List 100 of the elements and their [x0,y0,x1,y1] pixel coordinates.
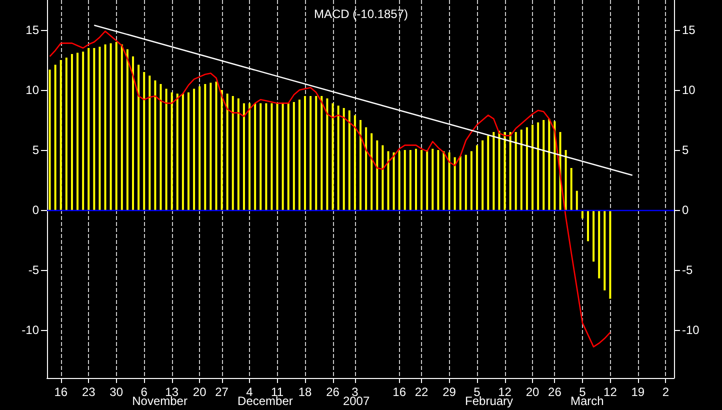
bar [409,150,412,210]
bar [138,64,140,210]
y2-tick-label: 0 [682,203,689,217]
bar [360,120,362,210]
bar [287,103,290,210]
bar [442,151,445,210]
bar [509,132,512,210]
y-tick-label: 5 [32,143,40,157]
x-tick-label: 12 [604,385,618,399]
bar [143,72,146,210]
bar [154,80,156,210]
x-tick-label: 16 [54,385,68,399]
bar [220,90,223,210]
bar [459,156,462,210]
bar [487,136,490,210]
bar [298,100,300,210]
bar [482,140,484,210]
bar [292,102,295,210]
x-tick-label: 27 [215,385,229,399]
bar [82,52,84,210]
bar [115,42,118,210]
bar [48,70,51,210]
x-tick-label: 26 [326,385,340,399]
bar [376,140,378,210]
bar [210,82,212,210]
bar [104,44,106,210]
text: MACD (-10.1857) [314,7,408,21]
bar [432,148,434,210]
bar [310,96,312,210]
x-tick-label: 19 [631,385,645,399]
bar [354,115,356,210]
bar [98,46,101,210]
bar [570,168,572,210]
bar [348,110,350,210]
y-tick-label: 10 [26,83,40,97]
bar [76,52,79,210]
y-tick-label: -5 [28,263,40,277]
x-tick-label: 16 [392,385,406,399]
bar [564,150,567,210]
bar [592,210,595,262]
bar [426,150,428,210]
bar [260,103,262,210]
bar [165,88,168,210]
x-tick-label: 29 [442,385,456,399]
x-tick-label: 26 [548,385,562,399]
bar [398,151,400,210]
bar [470,151,472,210]
x-tick-label: 20 [192,385,207,399]
bar [182,94,184,210]
bar [387,151,390,210]
bar [604,210,606,290]
bar [464,154,467,210]
bar [276,103,278,210]
y2-tick-label: 10 [682,83,696,97]
bar [532,124,534,210]
bar [60,60,62,210]
bar [576,190,578,210]
bar [270,103,273,210]
bar [337,106,340,210]
bar [193,88,196,210]
bar [414,148,417,210]
bar [526,127,528,210]
bar [160,84,162,210]
bar [370,133,373,210]
bar [404,150,406,210]
bar [320,96,323,210]
bar [248,103,251,210]
y2-tick-label: 15 [682,23,696,37]
bar [437,150,440,210]
bar [609,210,612,299]
bar [504,132,506,210]
bar [586,210,589,242]
bar [537,122,540,210]
bar [265,103,268,210]
x-tick-label: 23 [82,385,96,399]
bar [454,157,456,210]
bar [242,103,245,210]
bar [215,82,218,210]
bar [392,152,395,210]
line-series [49,30,611,348]
bar [88,48,90,210]
bar [110,43,112,210]
bar [237,98,240,210]
bar [382,145,384,210]
bar [226,94,228,210]
bar [65,58,68,210]
x-tick-label: 4 [246,385,254,399]
bar [514,132,517,210]
x-tick-label: 30 [110,385,124,399]
bar [132,56,134,210]
bar [70,54,73,210]
x-tick-label: 12 [498,385,512,399]
bar [232,96,234,210]
bar [420,150,423,210]
bar [448,152,450,210]
bar [476,145,478,210]
y-tick-label: -10 [22,323,40,337]
bar [170,92,173,210]
bar [93,48,96,210]
bar [315,96,318,210]
